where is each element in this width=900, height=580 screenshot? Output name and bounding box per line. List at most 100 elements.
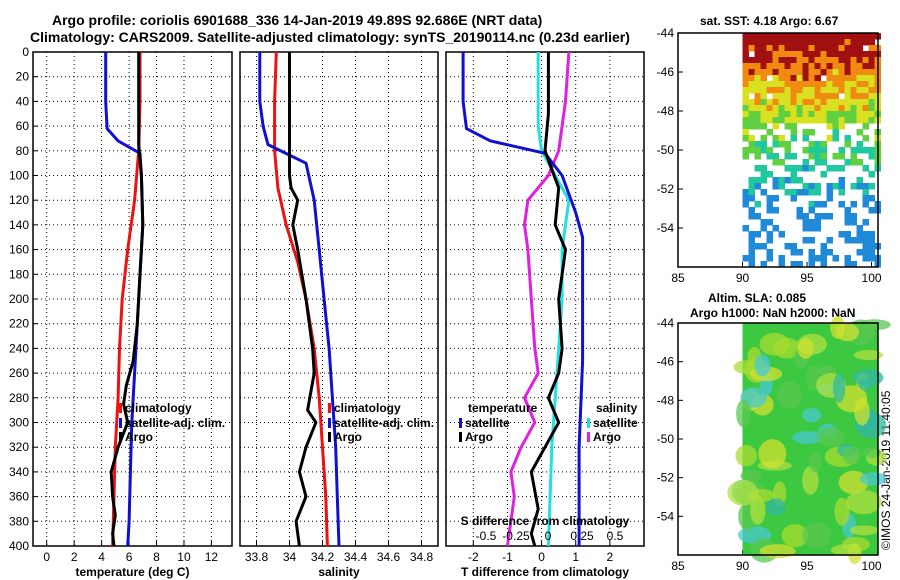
sst-cell bbox=[784, 33, 792, 40]
sst-cell bbox=[868, 231, 876, 238]
sst-cell bbox=[808, 63, 816, 70]
sst-cell bbox=[820, 255, 828, 262]
panel-frame bbox=[445, 51, 645, 547]
sst-cell bbox=[814, 63, 822, 70]
sst-cell bbox=[850, 75, 858, 82]
sst-cell bbox=[850, 183, 858, 190]
sla-blob bbox=[835, 323, 860, 342]
sst-cell bbox=[808, 93, 816, 100]
sst-cell bbox=[754, 45, 762, 52]
sst-cell bbox=[814, 93, 822, 100]
sst-cell bbox=[748, 63, 756, 70]
sst-cell bbox=[814, 45, 822, 52]
diff-legend-s-satellite-swatch bbox=[587, 418, 590, 428]
sla-blob bbox=[802, 408, 822, 423]
sst-cell bbox=[826, 123, 834, 130]
diff-legend-t-satellite-swatch bbox=[459, 418, 462, 428]
y-tick-label: 400 bbox=[9, 539, 29, 553]
sla-blob bbox=[808, 450, 822, 473]
sst-cell bbox=[784, 93, 792, 100]
sst-cell bbox=[850, 33, 858, 40]
sst-cell bbox=[766, 129, 774, 136]
sst-cell bbox=[772, 183, 780, 190]
sst-cell bbox=[766, 153, 774, 160]
title-line-1: Argo profile: coriolis 6901688_336 14-Ja… bbox=[52, 12, 542, 28]
sst-cell bbox=[820, 201, 828, 208]
sst-cell bbox=[814, 39, 822, 46]
sst-cell bbox=[748, 87, 756, 94]
sst-cell bbox=[862, 123, 870, 130]
sst-cell bbox=[790, 129, 798, 136]
sst-cell bbox=[802, 237, 810, 244]
x-tick-label: 12 bbox=[205, 550, 219, 564]
sst-cell bbox=[850, 105, 858, 112]
sst-cell bbox=[868, 63, 876, 70]
diff-legend-t-satellite-label: satellite bbox=[465, 416, 510, 430]
y-tick-label: 100 bbox=[9, 169, 29, 183]
sst-cell bbox=[778, 51, 786, 58]
map-x-tick-label: 95 bbox=[800, 559, 814, 573]
sst-cell bbox=[808, 225, 816, 232]
sst-cell bbox=[790, 105, 798, 112]
sst-cell bbox=[790, 153, 798, 160]
sst-cell bbox=[856, 57, 864, 64]
sst-cell bbox=[772, 69, 780, 76]
sst-cell bbox=[790, 177, 798, 184]
sst-cell bbox=[790, 81, 798, 88]
sla-frame bbox=[677, 322, 879, 556]
diff-legend-s-satellite-label: satellite bbox=[593, 416, 638, 430]
sst-cell bbox=[778, 93, 786, 100]
sst-cell bbox=[760, 171, 768, 178]
sst-cell bbox=[790, 87, 798, 94]
sst-cell bbox=[826, 135, 834, 142]
sst-cell bbox=[868, 69, 876, 76]
sst-cell bbox=[748, 81, 756, 88]
sst-cell bbox=[862, 117, 870, 124]
sst-cell bbox=[760, 39, 768, 46]
sst-cell bbox=[742, 81, 750, 88]
title-line-2: Climatology: CARS2009. Satellite-adjuste… bbox=[30, 29, 630, 45]
sst-cell bbox=[748, 231, 756, 238]
sst-cell bbox=[814, 75, 822, 82]
sst-cell bbox=[766, 171, 774, 178]
sst-cell bbox=[760, 147, 768, 154]
sst-cell bbox=[772, 99, 780, 106]
sst-cell bbox=[790, 99, 798, 106]
sst-cell bbox=[790, 45, 798, 52]
sst-cell bbox=[742, 87, 750, 94]
sst-cell bbox=[760, 261, 768, 268]
y-tick-label: 180 bbox=[9, 267, 29, 281]
diff-legend-temperature-title: temperature bbox=[468, 401, 538, 415]
sal-legend-climatology-label: climatology bbox=[334, 401, 401, 415]
sst-cell bbox=[748, 207, 756, 214]
sst-cell bbox=[838, 63, 846, 70]
sst-cell bbox=[826, 183, 834, 190]
sst-cell bbox=[766, 195, 774, 202]
map-y-tick-label: -50 bbox=[657, 143, 675, 157]
sst-cell bbox=[796, 189, 804, 196]
sst-cell bbox=[760, 57, 768, 64]
sst-cell bbox=[760, 75, 768, 82]
sst-cell bbox=[832, 123, 840, 130]
sst-cell bbox=[742, 195, 750, 202]
sst-cell bbox=[844, 51, 852, 58]
sst-cell bbox=[772, 33, 780, 40]
sst-cell bbox=[832, 57, 840, 64]
diff-legend-t-argo-swatch bbox=[459, 432, 462, 442]
y-tick-label: 300 bbox=[9, 416, 29, 430]
sst-cell bbox=[754, 183, 762, 190]
sst-cell bbox=[844, 159, 852, 166]
map-x-tick-label: 90 bbox=[736, 559, 750, 573]
sst-cell bbox=[808, 129, 816, 136]
diff-s-axis-label: S difference from climatology bbox=[461, 514, 630, 528]
sst-cell bbox=[784, 189, 792, 196]
sst-cell bbox=[790, 111, 798, 118]
sst-cell bbox=[868, 153, 876, 160]
sla-blob bbox=[802, 466, 819, 495]
sst-cell bbox=[814, 213, 822, 220]
sst-cell bbox=[856, 99, 864, 106]
sst-cell bbox=[820, 171, 828, 178]
sst-cell bbox=[832, 129, 840, 136]
sst-cell bbox=[778, 111, 786, 118]
y-tick-label: 260 bbox=[9, 366, 29, 380]
